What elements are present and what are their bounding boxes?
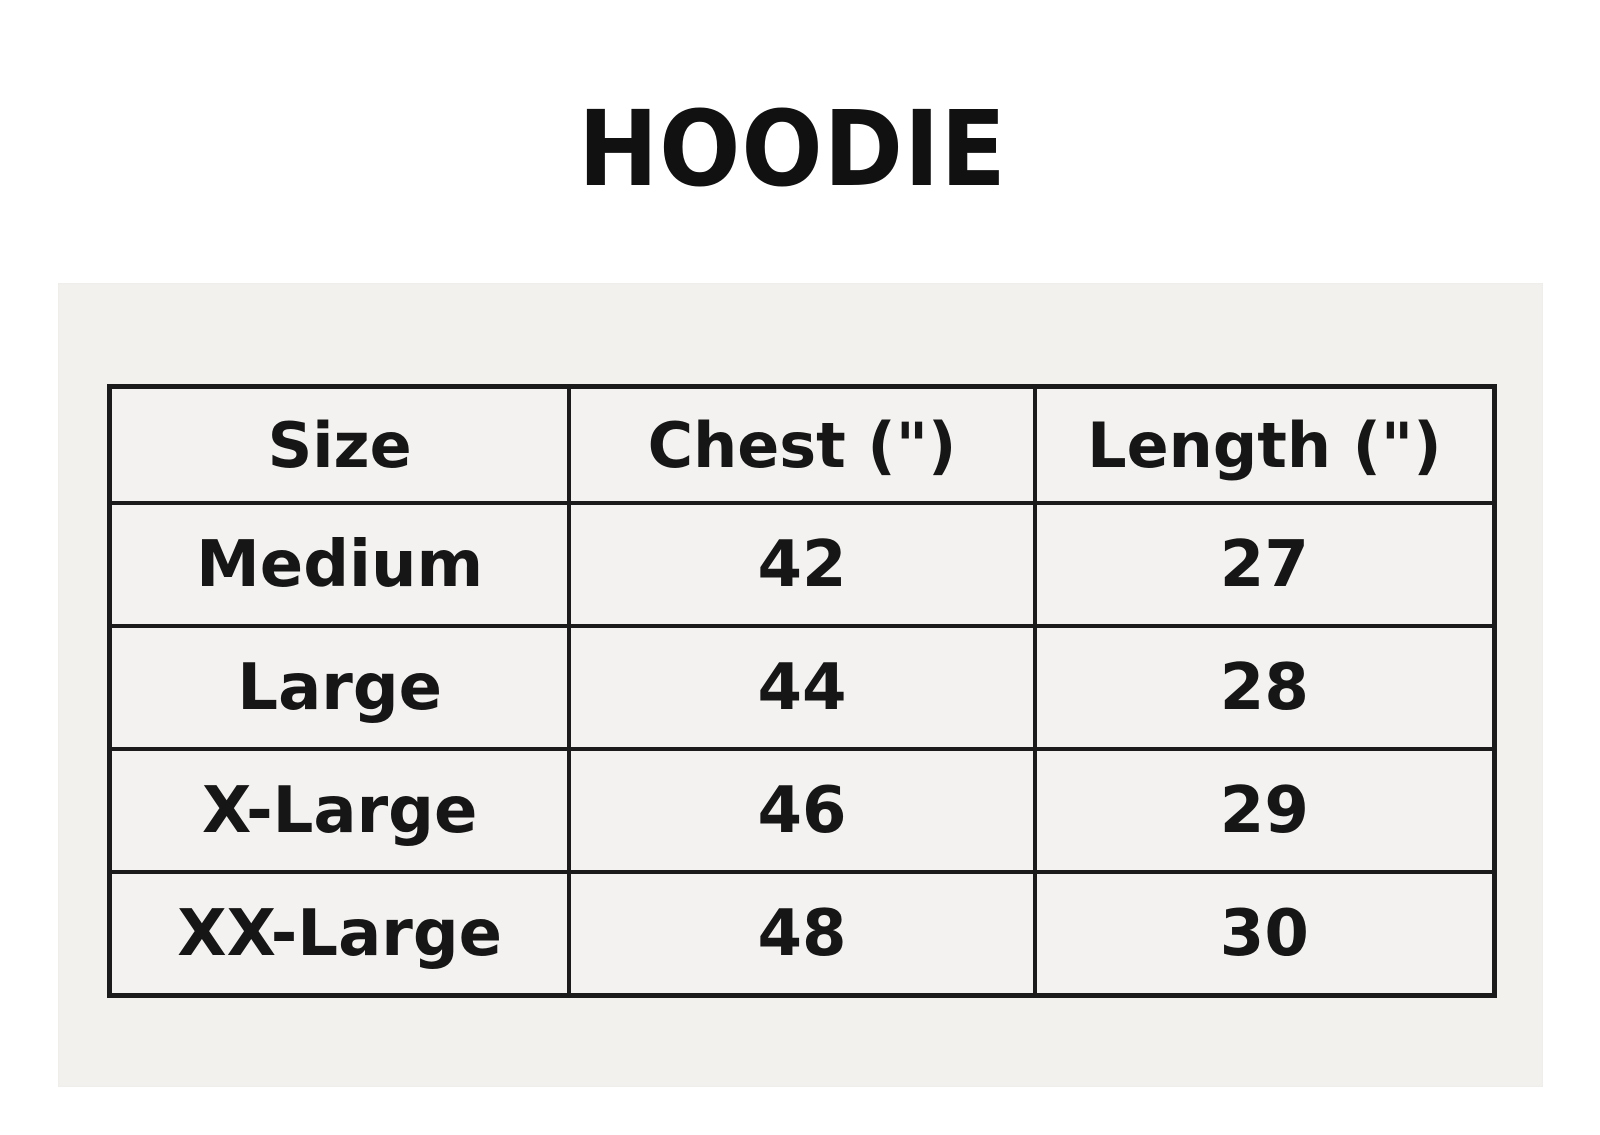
header-row: Size Chest (") Length (")	[107, 384, 1497, 505]
cell-large-size: Large	[107, 624, 572, 751]
cell-xlarge-chest: 46	[567, 747, 1037, 874]
cell-large-chest: 44	[567, 624, 1037, 751]
cell-medium-size: Medium	[107, 501, 572, 628]
cell-xxlarge-chest: 48	[567, 870, 1037, 998]
cell-xlarge-size: X-Large	[107, 747, 572, 874]
size-chart-table: Size Chest (") Length (") Medium 42 27 L…	[107, 384, 1497, 998]
column-header-length: Length (")	[1032, 384, 1497, 505]
table-row-large: Large 44 28	[107, 624, 1497, 751]
table-row-xlarge: X-Large 46 29	[107, 747, 1497, 874]
cell-xxlarge-length: 30	[1032, 870, 1497, 998]
table-row-xxlarge: XX-Large 48 30	[107, 870, 1497, 998]
cell-xlarge-length: 29	[1032, 747, 1497, 874]
column-header-size: Size	[107, 384, 572, 505]
cell-xxlarge-size: XX-Large	[107, 870, 572, 998]
cell-medium-length: 27	[1032, 501, 1497, 628]
cell-medium-chest: 42	[567, 501, 1037, 628]
table-row-medium: Medium 42 27	[107, 501, 1497, 628]
page-title: HOODIE	[578, 88, 1007, 210]
column-header-chest: Chest (")	[567, 384, 1037, 505]
cell-large-length: 28	[1032, 624, 1497, 751]
